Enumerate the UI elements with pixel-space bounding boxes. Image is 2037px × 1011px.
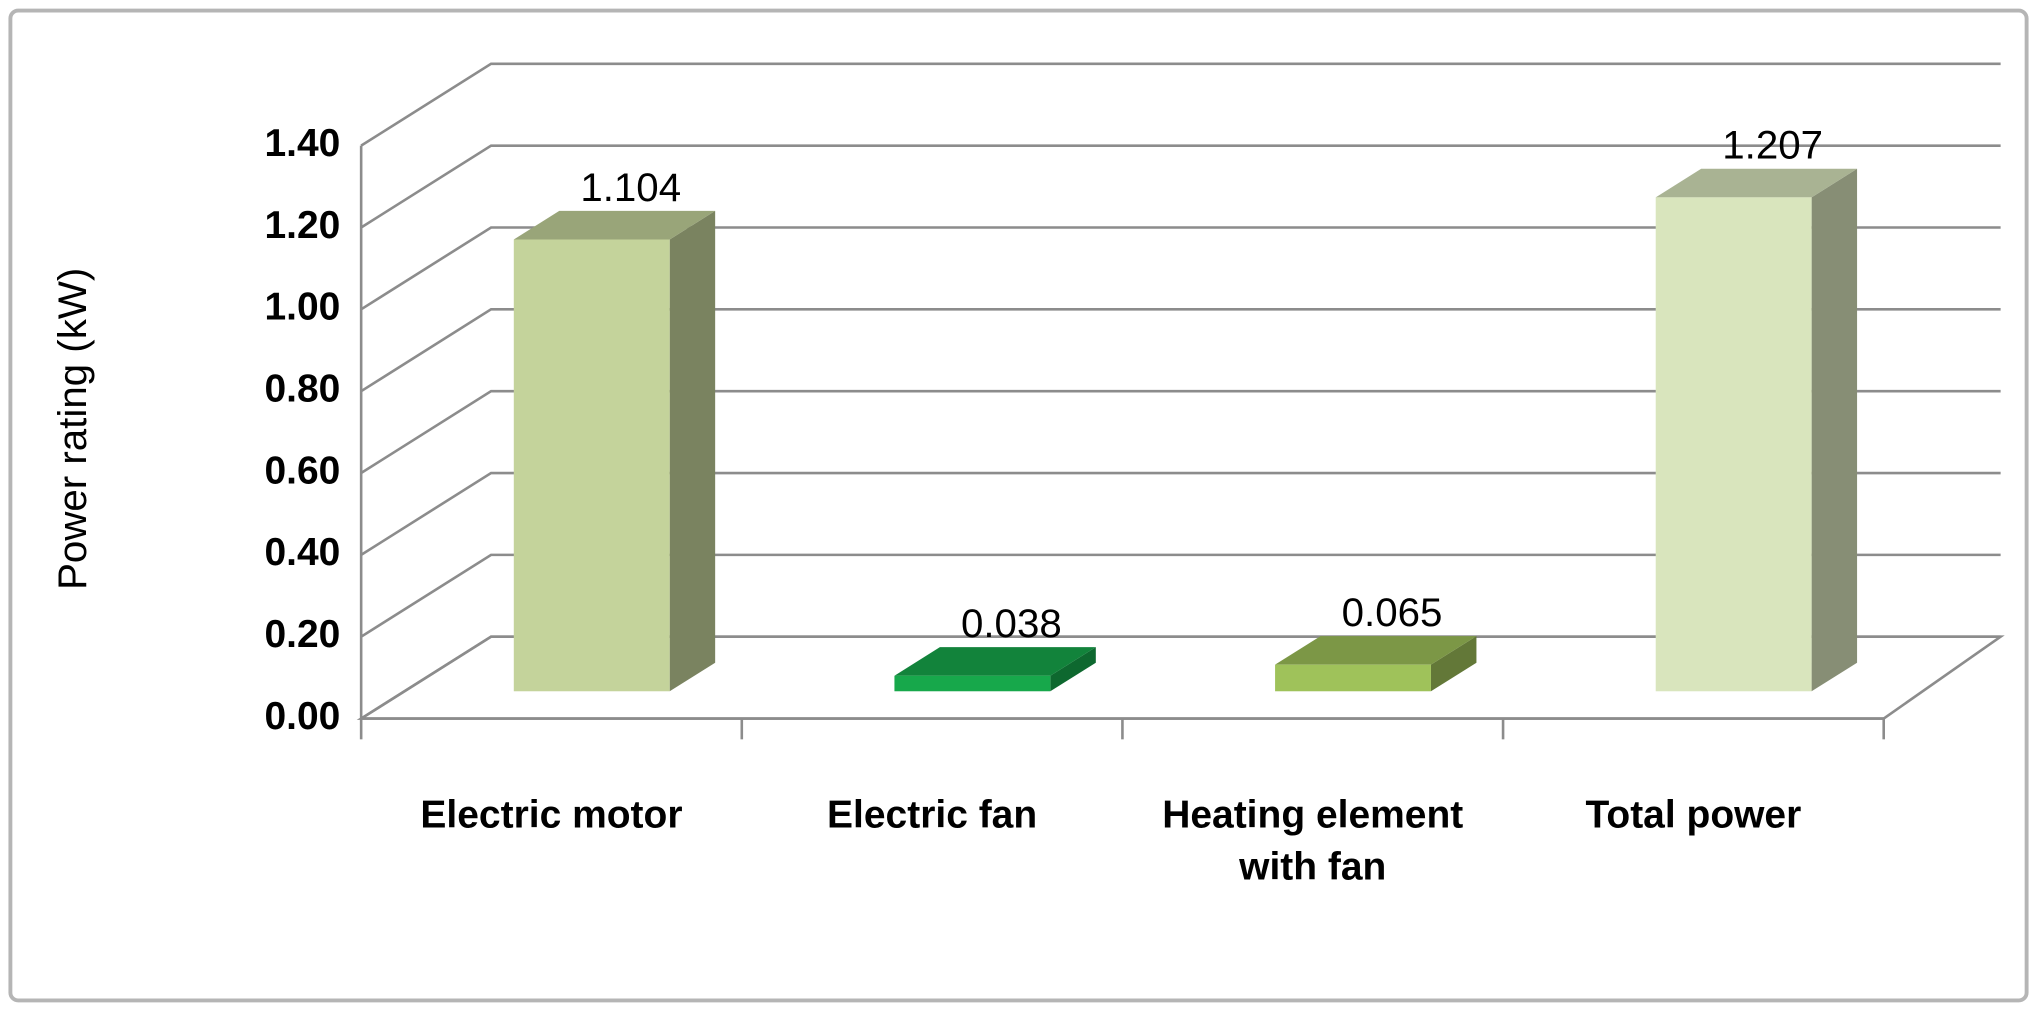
x-tick-label-box: Electric fan [827, 793, 1038, 837]
x-tick-label-box: Heating element with fan [1162, 793, 1464, 889]
grid-line [360, 635, 2001, 720]
bar-top [513, 210, 716, 240]
bar-side [1050, 647, 1096, 692]
x-tick-label: Electric motor [420, 793, 683, 837]
grid-line [360, 389, 2001, 475]
bar [1275, 664, 1431, 692]
bar [1655, 197, 1812, 692]
value-label: 1.207 [1722, 123, 1823, 168]
x-tick-label: Total power [1585, 793, 1802, 837]
bar-top [894, 647, 1096, 676]
grid-line [360, 62, 2001, 147]
bar-side [1430, 636, 1477, 692]
grid-line [360, 144, 2001, 229]
y-tick-label: 0.00 [265, 695, 341, 738]
bar [513, 239, 670, 692]
y-tick-label: 0.60 [265, 449, 341, 492]
bar-top [1275, 636, 1477, 665]
value-label: 0.038 [961, 601, 1062, 646]
y-tick-label: 1.00 [265, 286, 341, 329]
grid-line [360, 226, 2001, 311]
value-label: 1.104 [580, 165, 681, 210]
grid-line [360, 553, 2001, 638]
value-label: 0.065 [1342, 590, 1443, 635]
plot-area: 0.00 0.20 0.40 0.60 0.80 1.00 1.20 1.40 1.104 Ele… [265, 62, 2005, 889]
x-tick-label-box: Total power [1585, 793, 1802, 837]
x-tick-label: Heating element with fan [1162, 793, 1464, 889]
bar [894, 675, 1051, 692]
x-tick-label-box: Electric motor [420, 793, 683, 837]
bar-top [1655, 168, 1858, 198]
y-axis-label: Power rating (kW) [50, 268, 95, 590]
grid-line [360, 471, 2001, 556]
bar-side [1811, 168, 1858, 692]
grid-line [360, 308, 2001, 393]
y-tick-label: 0.80 [265, 367, 341, 410]
bar-side [669, 210, 716, 692]
y-tick-label: 1.40 [265, 122, 341, 165]
y-tick-label: 1.20 [265, 204, 341, 247]
x-tick-label: Electric fan [827, 793, 1038, 837]
y-tick-label: 0.40 [265, 531, 341, 574]
y-tick-label: 0.20 [265, 613, 341, 656]
